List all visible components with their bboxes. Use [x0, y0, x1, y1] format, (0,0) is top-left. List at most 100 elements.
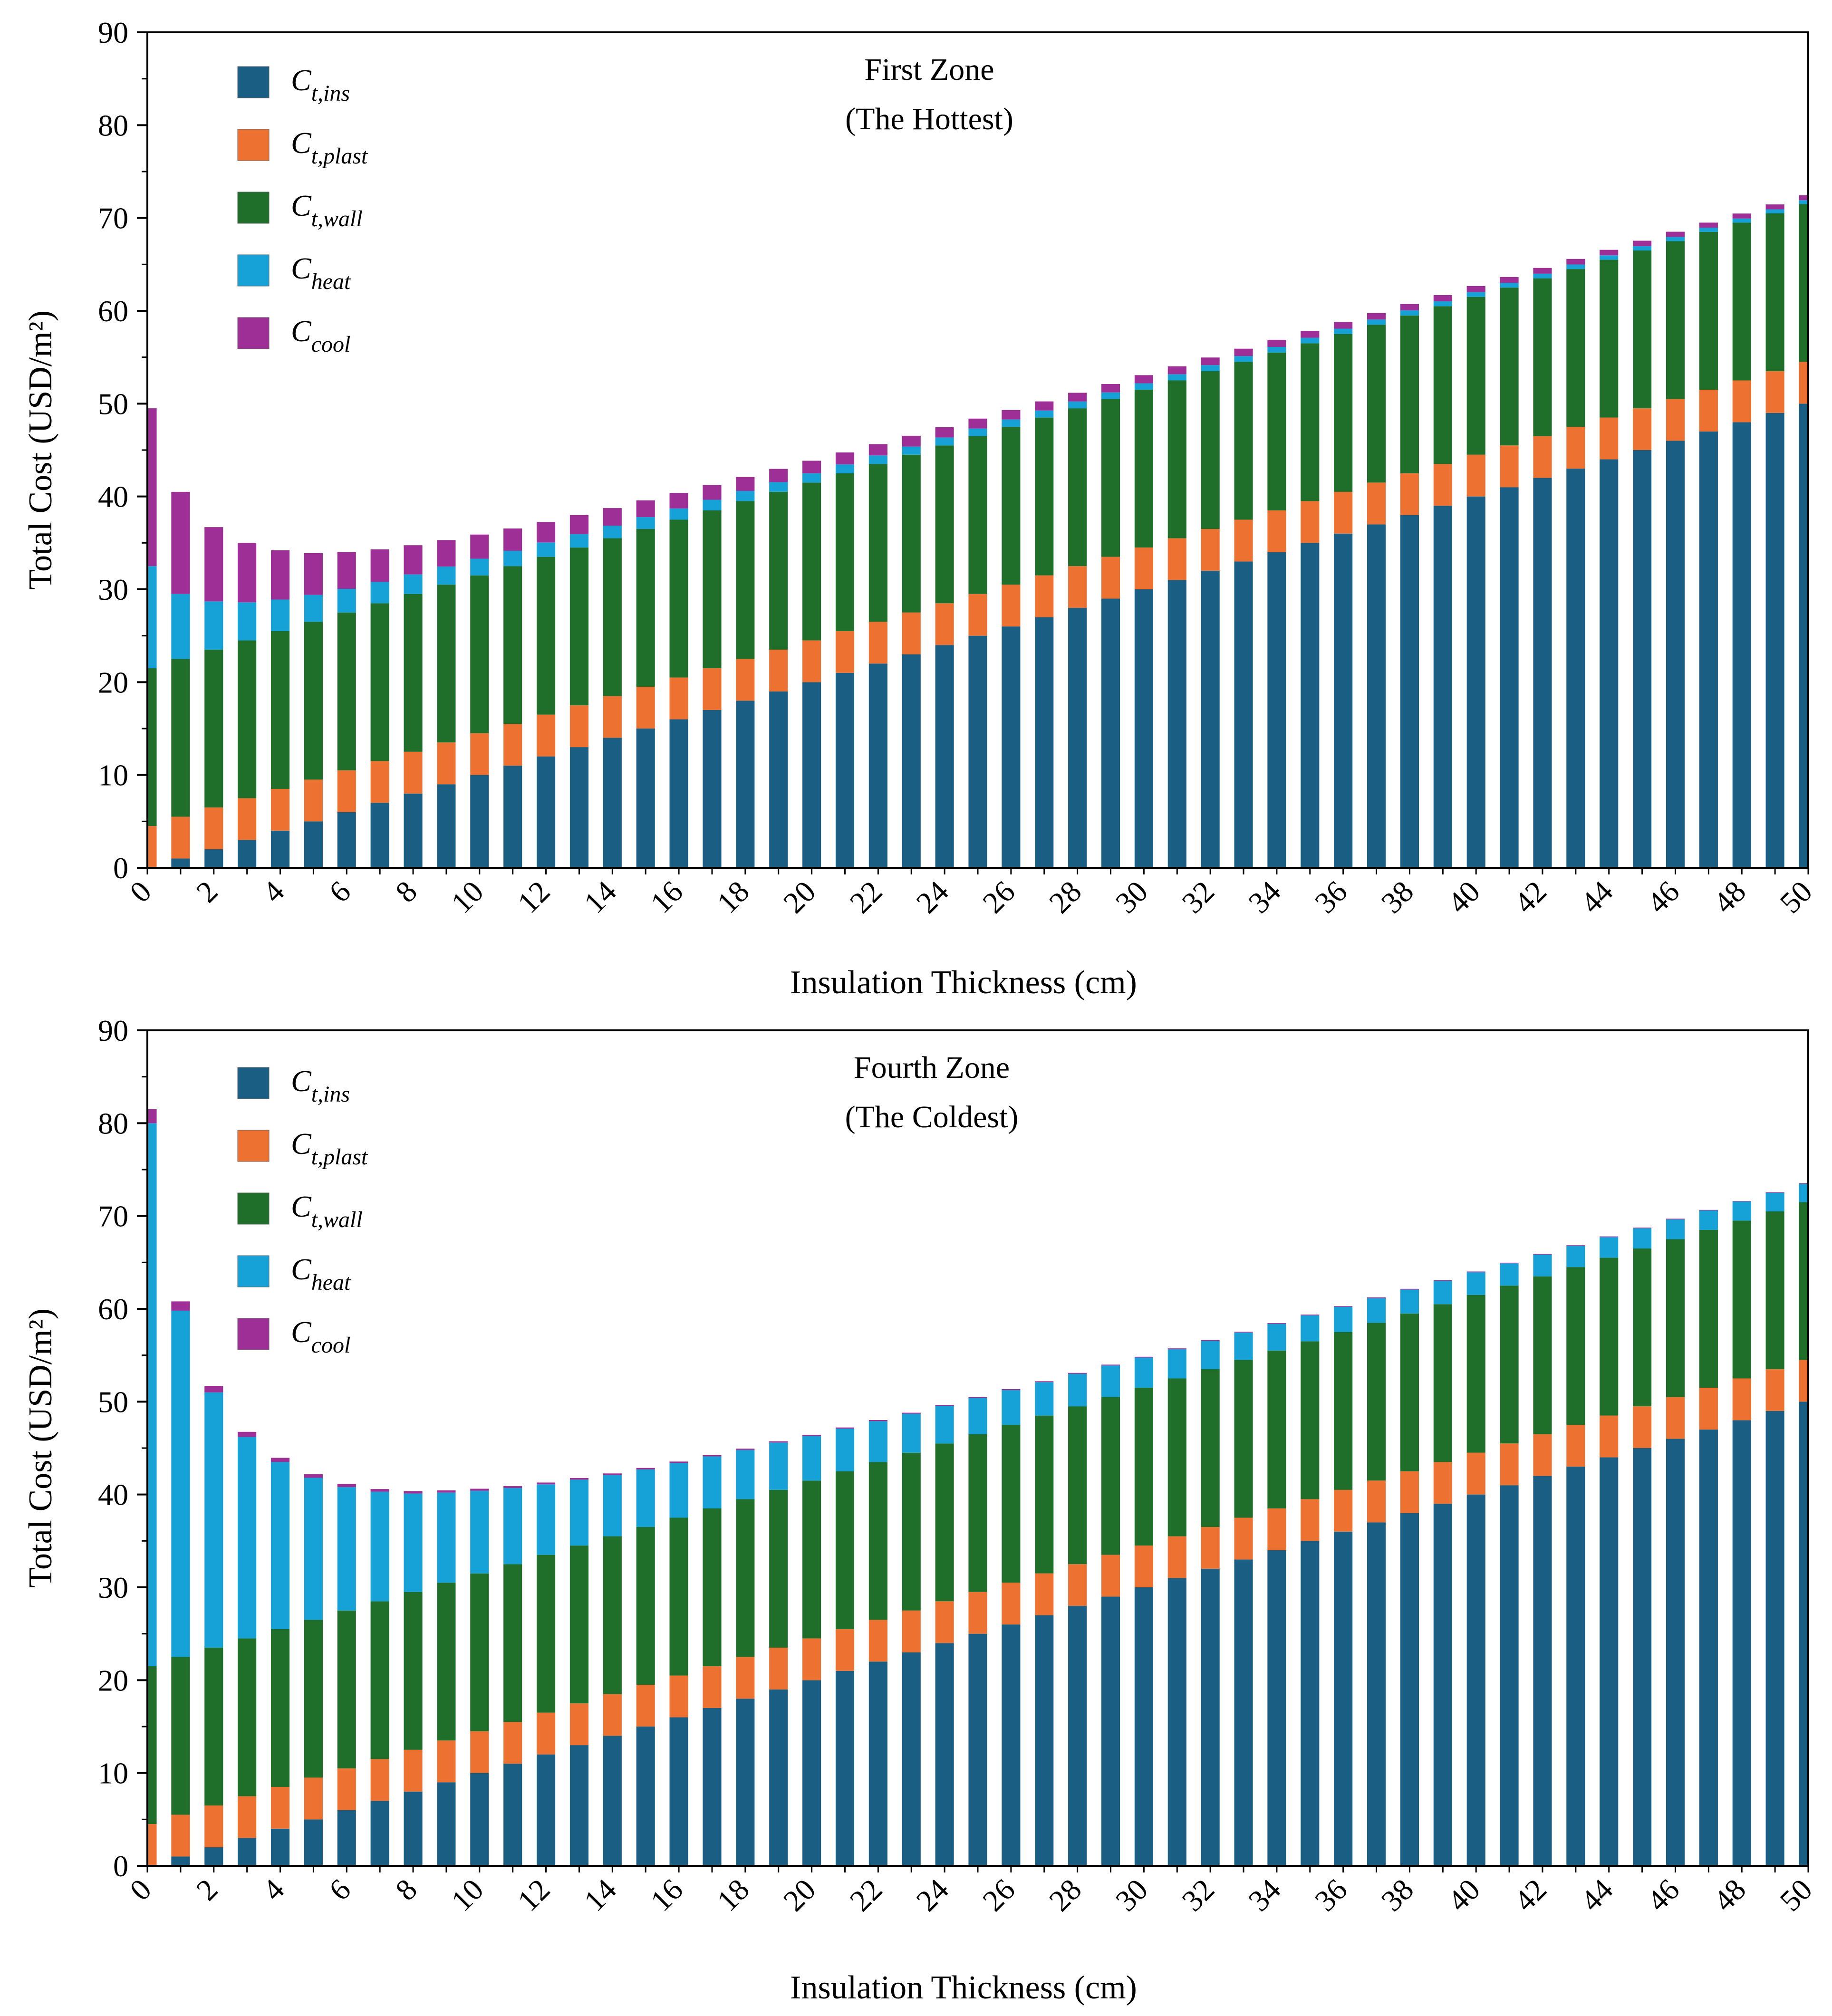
bar-heat-x30: [1134, 383, 1153, 390]
bar-ins-x12: [536, 1754, 556, 1866]
bar-wall-x45: [1633, 1248, 1652, 1407]
bar-ins-x43: [1566, 1467, 1585, 1866]
bar-heat-x5: [304, 1478, 323, 1620]
bar-wall-x44: [1600, 1258, 1619, 1416]
bar-wall-x28: [1068, 1406, 1087, 1565]
bar-wall-x10: [470, 1573, 489, 1731]
bar-wall-x49: [1765, 213, 1784, 371]
bar-plast-x0: [147, 826, 157, 868]
bar-wall-x17: [703, 510, 722, 669]
bar-plast-x28: [1068, 1564, 1087, 1606]
bar-ins-x48: [1732, 422, 1751, 868]
bar-heat-x50: [1799, 200, 1808, 204]
bar-heat-x2: [204, 601, 223, 650]
bar-ins-x42: [1533, 478, 1552, 868]
bar-heat-x42: [1533, 273, 1552, 278]
y-tick-label: 30: [98, 573, 128, 606]
bar-plast-x42: [1533, 1434, 1552, 1476]
bar-heat-x18: [736, 1450, 755, 1499]
bar-ins-x30: [1134, 1587, 1153, 1866]
bar-heat-x27: [1035, 410, 1054, 418]
bar-wall-x25: [968, 1434, 987, 1592]
bar-plast-x22: [868, 1620, 887, 1662]
bar-plast-x43: [1566, 1425, 1585, 1467]
bar-wall-x33: [1234, 1360, 1253, 1518]
bar-cool-x27: [1035, 1381, 1054, 1382]
bar-wall-x34: [1267, 1350, 1286, 1508]
bar-heat-x38: [1400, 1289, 1419, 1314]
y-tick-label: 70: [98, 202, 128, 235]
bar-cool-x37: [1367, 313, 1386, 320]
bar-heat-x6: [337, 589, 356, 613]
bar-wall-x15: [636, 529, 655, 687]
bar-heat-x7: [370, 1491, 389, 1602]
bar-ins-x4: [270, 1828, 290, 1866]
bar-wall-x19: [769, 491, 788, 650]
bar-ins-x38: [1400, 1513, 1419, 1866]
bar-heat-x16: [669, 1463, 688, 1518]
bar-heat-x28: [1068, 401, 1087, 409]
bar-ins-x37: [1367, 1522, 1386, 1866]
bar-plast-x23: [902, 612, 921, 654]
bar-ins-x33: [1234, 1559, 1253, 1866]
bar-heat-x29: [1101, 392, 1120, 399]
bar-plast-x27: [1035, 575, 1054, 617]
bar-cool-x35: [1301, 331, 1320, 338]
bar-ins-x5: [304, 821, 323, 868]
y-axis: 0 10 20 30 40 50 60 70 80 90: [98, 16, 147, 885]
bar-wall-x35: [1301, 343, 1320, 501]
bar-cool-x41: [1500, 277, 1519, 283]
bar-ins-x4: [270, 830, 290, 868]
bar-plast-x13: [569, 705, 589, 748]
legend-swatch-plast: [237, 129, 270, 161]
bars: [147, 1109, 1808, 1866]
bar-wall-x31: [1167, 380, 1186, 538]
bar-ins-x13: [569, 747, 589, 868]
bar-wall-x21: [835, 1471, 855, 1629]
bar-wall-x0: [147, 668, 157, 826]
bar-heat-x10: [470, 1490, 489, 1574]
bar-cool-x1: [171, 491, 190, 594]
bar-ins-x25: [968, 1633, 987, 1866]
bar-plast-x20: [802, 1638, 821, 1680]
bar-cool-x24: [935, 427, 954, 438]
legend-subscript-cool: cool: [311, 1333, 351, 1358]
bar-ins-x2: [204, 1847, 223, 1866]
bar-wall-x36: [1334, 334, 1353, 492]
bar-ins-x16: [669, 1717, 688, 1866]
bar-heat-x9: [437, 566, 456, 585]
bar-plast-x44: [1600, 417, 1619, 460]
bar-wall-x47: [1699, 231, 1718, 390]
bar-wall-x42: [1533, 278, 1552, 436]
bar-plast-x11: [503, 724, 522, 766]
bar-heat-x48: [1732, 1201, 1751, 1221]
bar-plast-x32: [1201, 1527, 1220, 1569]
bar-wall-x6: [337, 1610, 356, 1768]
bar-cool-x20: [802, 461, 821, 473]
y-tick-label: 0: [113, 851, 128, 885]
bar-wall-x15: [636, 1527, 655, 1685]
bar-ins-x31: [1167, 1578, 1186, 1866]
bar-cool-x31: [1167, 1348, 1186, 1349]
bar-plast-x41: [1500, 1443, 1519, 1486]
bar-ins-x14: [603, 738, 622, 868]
bar-plast-x21: [835, 631, 855, 673]
bar-ins-x35: [1301, 543, 1320, 868]
bar-plast-x4: [270, 788, 290, 831]
bar-plast-x29: [1101, 1555, 1120, 1597]
bar-wall-x50: [1799, 204, 1808, 362]
bar-plast-x14: [603, 696, 622, 738]
bar-ins-x36: [1334, 533, 1353, 868]
bar-cool-x50: [1799, 1183, 1808, 1184]
bar-heat-x20: [802, 473, 821, 483]
bar-cool-x9: [437, 1490, 456, 1493]
bar-ins-x44: [1600, 1457, 1619, 1866]
bar-cool-x42: [1533, 1254, 1552, 1255]
bar-ins-x5: [304, 1819, 323, 1866]
bar-plast-x31: [1167, 538, 1186, 580]
bar-plast-x18: [736, 659, 755, 701]
bar-heat-x34: [1267, 1324, 1286, 1351]
bar-wall-x48: [1732, 1220, 1751, 1379]
